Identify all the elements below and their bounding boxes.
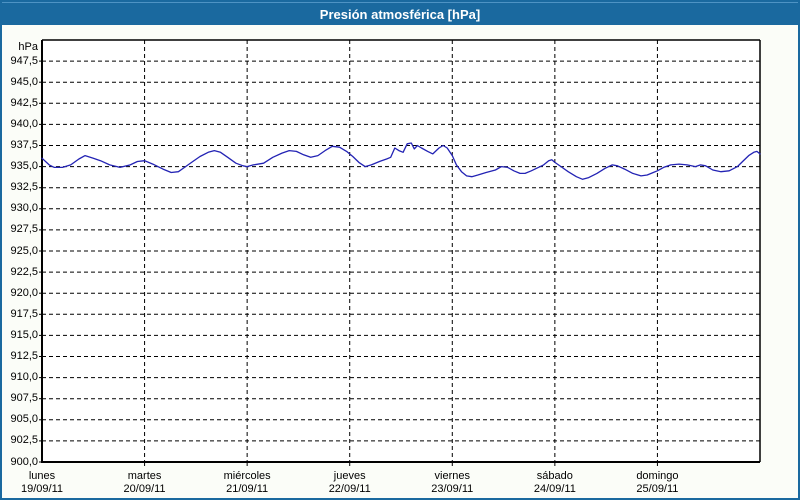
y-axis-tick-label: 915,0 (10, 328, 38, 341)
y-axis-tick-label: 945,0 (10, 75, 38, 88)
day-name: lunes (28, 470, 56, 482)
day-name: miércoles (223, 470, 271, 482)
day-name: sábado (536, 470, 573, 482)
day-date: 25/09/11 (636, 483, 679, 495)
x-axis-day-label: martes 20/09/11 (97, 470, 193, 496)
y-axis-tick-label: 940,0 (10, 117, 38, 130)
y-axis-unit-label: hPa (18, 41, 38, 53)
day-name: martes (127, 470, 162, 482)
day-date: 23/09/11 (431, 483, 474, 495)
pressure-series-line (41, 142, 761, 180)
day-date: 19/09/11 (20, 483, 63, 495)
y-axis-tick-label: 907,5 (10, 392, 38, 405)
y-axis-tick-label: 902,5 (10, 434, 38, 447)
x-axis-day-label: jueves 22/09/11 (302, 470, 398, 496)
y-axis-tick-label: 905,0 (10, 413, 38, 426)
y-axis-tick-label: 912,5 (10, 350, 38, 362)
y-axis-tick-label: 925,0 (10, 244, 38, 257)
y-axis-tick-label: 930,0 (10, 202, 38, 215)
title-bar: Presión atmosférica [hPa] (2, 2, 798, 25)
chart-area: hPa 947,5 945,0 942,5 940,0 937,5 935,0 932,5 9… (2, 25, 798, 498)
day-name: viernes (434, 470, 471, 482)
y-axis-tick-label: 922,5 (10, 265, 38, 278)
y-axis-tick-label: 927,5 (10, 223, 38, 236)
y-axis-tick-label: 937,5 (10, 139, 38, 151)
y-axis-tick-label: 932,5 (10, 181, 38, 194)
day-date: 24/09/11 (533, 483, 576, 495)
day-name: jueves (333, 470, 366, 482)
day-date: 22/09/11 (328, 483, 371, 495)
x-axis-day-label: viernes 23/09/11 (404, 470, 500, 496)
pressure-line-chart (39, 39, 761, 466)
day-name: domingo (636, 470, 679, 482)
y-axis-tick-label: 920,0 (10, 286, 38, 299)
y-axis-tick-label: 942,5 (10, 96, 38, 109)
x-axis-day-label: sábado 24/09/11 (507, 470, 603, 496)
y-axis-tick-label: 917,5 (10, 307, 38, 320)
x-axis-day-label: miércoles 21/09/11 (199, 470, 295, 496)
x-axis-day-label: domingo 25/09/11 (609, 470, 705, 496)
day-date: 21/09/11 (226, 483, 269, 495)
chart-title: Presión atmosférica [hPa] (319, 6, 481, 22)
y-axis-tick-label: 947,5 (10, 54, 38, 67)
y-axis-tick-label: 910,0 (10, 371, 38, 384)
day-date: 20/09/11 (123, 483, 166, 495)
y-axis-tick-label: 900,0 (10, 455, 38, 468)
x-axis-day-label: lunes 19/09/11 (2, 470, 90, 496)
y-axis-tick-label: 935,0 (10, 160, 38, 173)
